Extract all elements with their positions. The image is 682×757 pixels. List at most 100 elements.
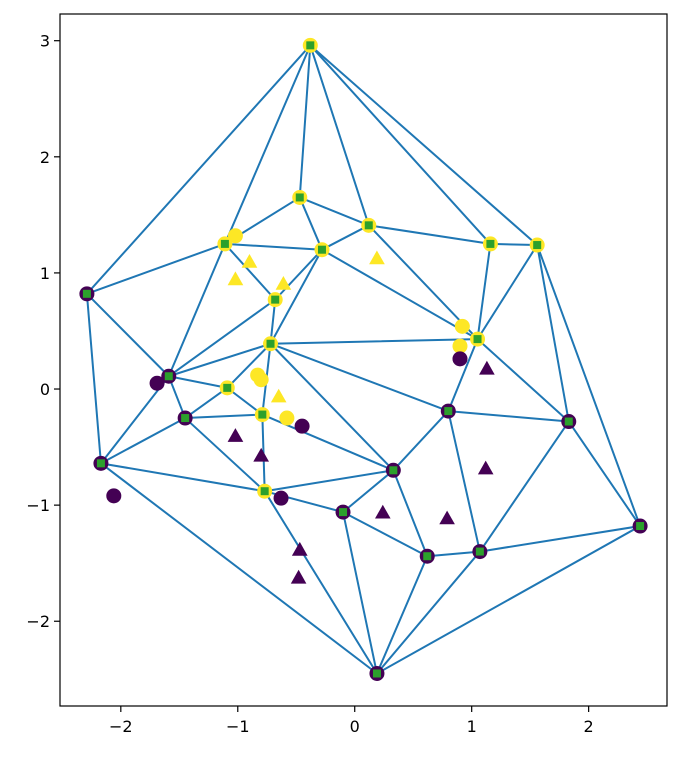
- mesh-vertex-square: [372, 669, 381, 678]
- data-point-triangle: [375, 504, 391, 519]
- mesh-vertex-square: [339, 508, 348, 517]
- mesh-edge: [85, 44, 312, 295]
- data-point-circle: [253, 372, 269, 388]
- data-points: [106, 228, 495, 584]
- mesh-edge: [99, 375, 170, 465]
- y-tick-label: 1: [40, 264, 50, 283]
- mesh-vertex-square: [473, 335, 482, 344]
- data-point-triangle: [479, 360, 495, 375]
- mesh-edge: [274, 248, 323, 301]
- data-point-circle: [452, 338, 468, 354]
- mesh-edge: [567, 420, 642, 528]
- data-point-circle: [149, 375, 165, 391]
- mesh-vertex-square: [389, 466, 398, 475]
- mesh-edge: [342, 511, 429, 558]
- data-point-circle: [279, 410, 295, 426]
- mesh-edge: [342, 511, 378, 675]
- mesh-edge: [85, 292, 170, 378]
- mesh-edge: [184, 417, 266, 493]
- mesh-edge: [536, 244, 642, 528]
- data-point-circle: [273, 490, 289, 506]
- mesh-edge: [99, 417, 187, 465]
- mesh-edge: [392, 410, 450, 472]
- mesh-vertex-square: [258, 410, 267, 419]
- mesh-edge: [478, 420, 570, 553]
- mesh-edge: [223, 242, 323, 251]
- mesh-edge: [375, 555, 429, 675]
- data-point-triangle: [369, 250, 385, 265]
- mesh-vertex-square: [260, 487, 269, 496]
- mesh-edge: [447, 338, 479, 413]
- mesh-edge: [298, 196, 370, 227]
- x-tick-label: −2: [109, 717, 133, 736]
- mesh-edge: [375, 525, 642, 675]
- mesh-edge: [447, 410, 481, 553]
- mesh-vertex-square: [636, 522, 645, 531]
- mesh-vertex-square: [444, 407, 453, 416]
- mesh-vertex-square: [423, 552, 432, 561]
- data-point-circle: [106, 488, 122, 504]
- mesh-edge: [476, 244, 539, 341]
- mesh-edge: [309, 44, 539, 247]
- mesh-edge: [392, 469, 429, 558]
- mesh-edge: [269, 338, 479, 345]
- x-axis: −2 −1 0 1 2: [109, 706, 594, 736]
- plot-frame: [59, 13, 668, 707]
- mesh-edge: [167, 375, 229, 389]
- data-point-triangle: [275, 276, 292, 290]
- mesh-edge: [269, 342, 395, 472]
- data-point-circle: [452, 351, 468, 367]
- mesh-edge: [367, 224, 492, 245]
- mesh-edge: [99, 462, 266, 493]
- mesh-edge: [309, 44, 370, 227]
- mesh-edge: [476, 338, 570, 423]
- data-point-triangle: [291, 541, 308, 556]
- mesh-edge: [476, 242, 492, 341]
- mesh-vertex-square: [96, 459, 105, 468]
- data-point-triangle: [253, 447, 269, 462]
- mesh-edge: [167, 242, 226, 378]
- mesh-vertex-square: [220, 239, 229, 248]
- mesh-edge: [298, 196, 323, 251]
- mesh-edge: [478, 525, 642, 553]
- mesh-edge: [263, 490, 378, 675]
- mesh-edge: [447, 410, 570, 423]
- mesh-vertex-square: [533, 241, 542, 250]
- x-tick-label: 2: [584, 717, 594, 736]
- mesh-vertex-square: [486, 239, 495, 248]
- mesh-edge: [536, 244, 570, 423]
- y-tick-label: 0: [40, 380, 50, 399]
- x-tick-label: 0: [350, 717, 360, 736]
- mesh-edge: [85, 242, 226, 295]
- y-tick-label: −1: [26, 496, 50, 515]
- data-point-triangle: [270, 388, 287, 403]
- mesh-edge: [99, 462, 378, 675]
- mesh-vertices: [79, 37, 648, 681]
- mesh-edge: [426, 550, 481, 558]
- mesh-vertex-square: [181, 414, 190, 423]
- mesh-vertex-square: [295, 193, 304, 202]
- mesh-vertex-square: [164, 372, 173, 381]
- mesh-edge: [263, 469, 395, 493]
- mesh-vertex-square: [475, 547, 484, 556]
- mesh-edge: [269, 248, 323, 345]
- mesh-edge: [226, 342, 272, 389]
- mesh-vertex-square: [306, 41, 315, 50]
- mesh-edge: [223, 242, 277, 301]
- y-tick-label: 3: [40, 32, 50, 51]
- mesh-edge: [342, 469, 395, 514]
- mesh-vertex-square: [364, 221, 373, 230]
- data-point-triangle: [241, 254, 258, 268]
- mesh-vertex-square: [223, 383, 232, 392]
- mesh-edge: [489, 242, 539, 247]
- mesh-edge: [320, 248, 479, 341]
- mesh-edge: [167, 342, 272, 378]
- y-tick-label: 2: [40, 148, 50, 167]
- data-point-triangle: [439, 510, 455, 525]
- mesh-vertex-square: [564, 417, 573, 426]
- data-point-circle: [227, 228, 243, 244]
- mesh-edge: [309, 44, 492, 245]
- mesh-edge: [375, 550, 481, 675]
